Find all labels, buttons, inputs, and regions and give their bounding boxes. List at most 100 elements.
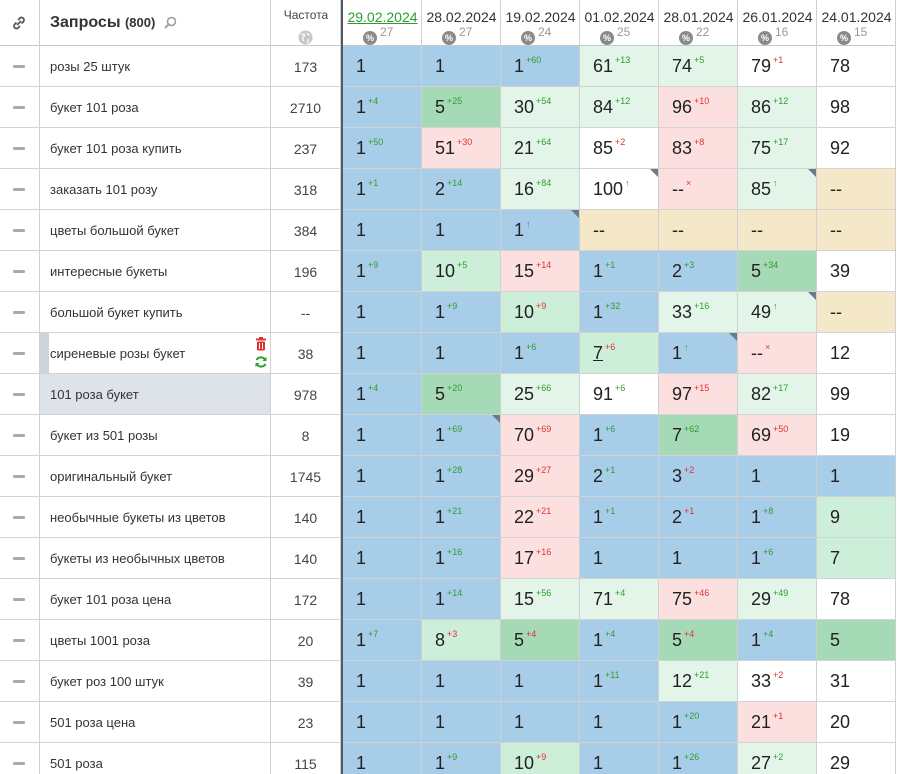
- position-cell[interactable]: 86 +12: [738, 87, 817, 128]
- position-cell[interactable]: 51 +30: [422, 128, 501, 169]
- position-value[interactable]: 1 +6: [514, 342, 537, 363]
- position-value[interactable]: 1: [356, 302, 367, 322]
- position-value[interactable]: 10 +9: [514, 752, 547, 773]
- row-toggle-cell[interactable]: [0, 702, 40, 743]
- query-cell[interactable]: цветы 1001 роза: [40, 620, 271, 661]
- query-cell[interactable]: букеты из необычных цветов: [40, 538, 271, 579]
- percent-icon[interactable]: %: [600, 31, 614, 45]
- position-value[interactable]: 1 ↑: [514, 219, 531, 240]
- minus-icon[interactable]: [13, 106, 25, 109]
- position-value[interactable]: 27 +2: [751, 752, 784, 773]
- percent-icon[interactable]: %: [837, 31, 851, 45]
- position-value[interactable]: 1 +69: [435, 424, 463, 445]
- link-icon[interactable]: [11, 15, 27, 36]
- query-cell[interactable]: букет 101 роза: [40, 87, 271, 128]
- position-cell[interactable]: --: [580, 210, 659, 251]
- position-cell[interactable]: 8 +3: [422, 620, 501, 661]
- position-cell[interactable]: --: [817, 292, 896, 333]
- position-cell[interactable]: -- ×: [738, 333, 817, 374]
- minus-icon[interactable]: [13, 598, 25, 601]
- position-value[interactable]: 82 +17: [751, 383, 789, 404]
- minus-icon[interactable]: [13, 516, 25, 519]
- position-cell[interactable]: 1: [738, 456, 817, 497]
- position-cell[interactable]: 84 +12: [580, 87, 659, 128]
- minus-icon[interactable]: [13, 393, 25, 396]
- position-cell[interactable]: 1 +4: [343, 374, 422, 415]
- minus-icon[interactable]: [13, 639, 25, 642]
- row-toggle-cell[interactable]: [0, 333, 40, 374]
- position-cell[interactable]: 1: [501, 661, 580, 702]
- minus-icon[interactable]: [13, 557, 25, 560]
- query-cell[interactable]: букет из 501 розы: [40, 415, 271, 456]
- position-cell[interactable]: 19: [817, 415, 896, 456]
- row-toggle-cell[interactable]: [0, 46, 40, 87]
- position-cell[interactable]: 1 ↑: [659, 333, 738, 374]
- position-value[interactable]: 71 +4: [593, 588, 626, 609]
- position-value[interactable]: 17 +16: [514, 547, 552, 568]
- position-cell[interactable]: 49 ↑: [738, 292, 817, 333]
- position-cell[interactable]: 2 +1: [659, 497, 738, 538]
- position-value[interactable]: 2 +3: [672, 260, 695, 281]
- position-cell[interactable]: 69 +50: [738, 415, 817, 456]
- position-cell[interactable]: 21 +1: [738, 702, 817, 743]
- date-label[interactable]: 24.01.2024: [821, 9, 892, 25]
- position-value[interactable]: 1 +1: [356, 178, 379, 199]
- position-cell[interactable]: 30 +54: [501, 87, 580, 128]
- position-cell[interactable]: 2 +3: [659, 251, 738, 292]
- query-cell[interactable]: 501 роза цена: [40, 702, 271, 743]
- position-cell[interactable]: 74 +5: [659, 46, 738, 87]
- globe-icon[interactable]: [298, 30, 313, 50]
- position-cell[interactable]: 1 +1: [343, 169, 422, 210]
- position-cell[interactable]: 10 +9: [501, 292, 580, 333]
- position-value[interactable]: 1 +11: [593, 670, 620, 691]
- query-text[interactable]: цветы большой букет: [50, 223, 180, 238]
- position-value[interactable]: 1 +28: [435, 465, 463, 486]
- position-value[interactable]: 1: [356, 548, 367, 568]
- date-label[interactable]: 19.02.2024: [505, 9, 576, 25]
- position-cell[interactable]: 1: [343, 46, 422, 87]
- position-cell[interactable]: 2 +1: [580, 456, 659, 497]
- header-frequency-cell[interactable]: Частота: [271, 0, 341, 46]
- position-value[interactable]: 1 +16: [435, 547, 463, 568]
- position-value[interactable]: 19: [830, 425, 851, 445]
- position-cell[interactable]: 5 +4: [501, 620, 580, 661]
- position-value[interactable]: 25 +66: [514, 383, 552, 404]
- query-text[interactable]: розы 25 штук: [50, 59, 131, 74]
- position-cell[interactable]: 78: [817, 46, 896, 87]
- row-toggle-cell[interactable]: [0, 87, 40, 128]
- row-toggle-cell[interactable]: [0, 456, 40, 497]
- date-column-header[interactable]: 26.01.2024% 16: [738, 0, 817, 46]
- position-value[interactable]: 1: [435, 56, 446, 76]
- position-value[interactable]: 51 +30: [435, 137, 473, 158]
- position-cell[interactable]: 71 +4: [580, 579, 659, 620]
- position-value[interactable]: 1: [593, 548, 604, 568]
- percent-icon[interactable]: %: [521, 31, 535, 45]
- position-value[interactable]: 5 +4: [514, 629, 537, 650]
- date-label[interactable]: 01.02.2024: [584, 9, 655, 25]
- column-title-frequency[interactable]: Частота: [283, 8, 329, 22]
- position-cell[interactable]: 5 +25: [422, 87, 501, 128]
- position-cell[interactable]: 1: [422, 333, 501, 374]
- position-cell[interactable]: 82 +17: [738, 374, 817, 415]
- position-value[interactable]: 22 +21: [514, 506, 552, 527]
- position-cell[interactable]: 1 +9: [422, 292, 501, 333]
- position-value[interactable]: 1: [356, 589, 367, 609]
- position-cell[interactable]: 5 +4: [659, 620, 738, 661]
- position-value[interactable]: 1: [356, 712, 367, 732]
- query-cell[interactable]: интересные букеты: [40, 251, 271, 292]
- position-value[interactable]: 7: [830, 548, 841, 568]
- row-toggle-cell[interactable]: [0, 497, 40, 538]
- position-cell[interactable]: 1 +9: [343, 251, 422, 292]
- position-cell[interactable]: 1: [580, 538, 659, 579]
- query-text[interactable]: заказать 101 розу: [50, 182, 158, 197]
- percent-icon[interactable]: %: [363, 31, 377, 45]
- column-title-queries[interactable]: Запросы (800): [50, 14, 156, 31]
- position-value[interactable]: 1 +6: [751, 547, 774, 568]
- position-value[interactable]: 5 +34: [751, 260, 779, 281]
- position-value[interactable]: 1: [830, 466, 841, 486]
- position-value[interactable]: --: [830, 179, 842, 199]
- percent-icon[interactable]: %: [679, 31, 693, 45]
- position-value[interactable]: 29 +27: [514, 465, 552, 486]
- position-cell[interactable]: 1 +32: [580, 292, 659, 333]
- position-cell[interactable]: 22 +21: [501, 497, 580, 538]
